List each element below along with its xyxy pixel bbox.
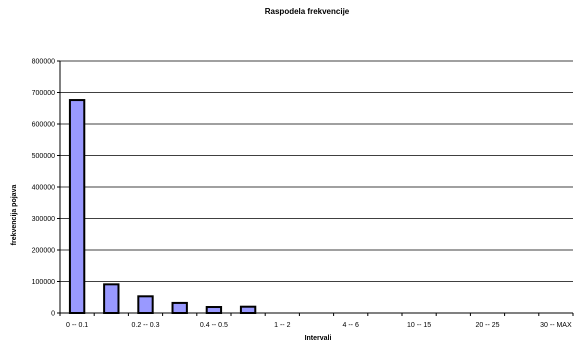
y-tick-label: 300000 xyxy=(32,216,55,223)
y-tick-label: 200000 xyxy=(32,248,55,255)
y-axis-ticks: 0 100000 200000 300000 400000 500000 600000 700… xyxy=(32,59,60,318)
bar xyxy=(103,283,120,314)
y-tick-label: 500000 xyxy=(32,153,55,160)
y-axis-label: frekvencija pojava xyxy=(11,185,18,246)
x-tick-label: 1 -- 2 xyxy=(274,322,290,329)
y-tick-label: 400000 xyxy=(32,185,55,192)
bar xyxy=(239,305,257,315)
x-axis-ticks: 0 -- 0.1 0.2 -- 0.3 0.4 -- 0.5 1 -- 2 4 -- 6… xyxy=(59,313,574,329)
x-tick-label: 0 -- 0.1 xyxy=(66,322,88,329)
x-tick-label: 20 -- 25 xyxy=(475,322,499,329)
bar xyxy=(171,301,188,315)
y-tick-label: 0 xyxy=(51,311,55,318)
chart-title: Raspodela frekvencije xyxy=(265,7,350,16)
y-tick-label: 800000 xyxy=(32,59,55,66)
x-tick-label: 0.2 -- 0.3 xyxy=(131,322,159,329)
y-tick-label: 700000 xyxy=(32,90,55,97)
bar xyxy=(137,295,154,314)
bar xyxy=(205,306,223,315)
bar xyxy=(68,99,86,314)
y-tick-label: 600000 xyxy=(32,122,55,129)
x-tick-label: 30 -- MAX xyxy=(540,322,572,329)
x-axis-label: Intervali xyxy=(305,335,332,342)
bars xyxy=(68,99,257,315)
gridlines xyxy=(60,60,573,282)
x-tick-label: 4 -- 6 xyxy=(343,322,359,329)
y-tick-label: 100000 xyxy=(32,279,55,286)
x-tick-label: 10 -- 15 xyxy=(407,322,431,329)
x-tick-label: 0.4 -- 0.5 xyxy=(200,322,228,329)
